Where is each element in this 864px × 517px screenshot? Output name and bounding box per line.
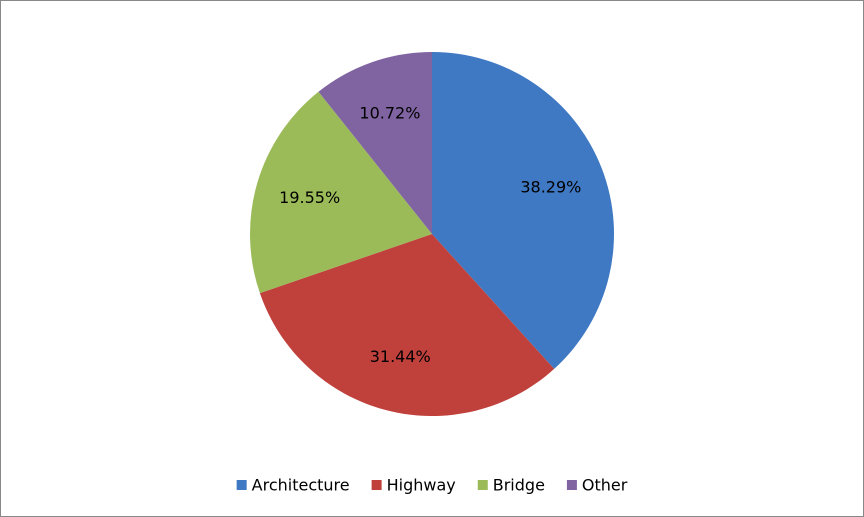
legend-swatch bbox=[477, 480, 488, 490]
legend-swatch bbox=[236, 480, 247, 490]
pie-slice bbox=[318, 52, 432, 234]
legend-swatch bbox=[371, 480, 382, 490]
pie-slice bbox=[432, 52, 614, 369]
legend-label: Other bbox=[582, 476, 628, 495]
data-label: 19.55% bbox=[279, 188, 340, 207]
legend-label: Bridge bbox=[493, 476, 545, 495]
data-label: 10.72% bbox=[359, 103, 420, 122]
data-label: 38.29% bbox=[520, 178, 581, 197]
legend-label: Architecture bbox=[252, 476, 350, 495]
pie-slice bbox=[250, 91, 432, 294]
legend-label: Highway bbox=[387, 476, 456, 495]
pie-slice bbox=[259, 234, 555, 416]
data-label: 31.44% bbox=[370, 347, 431, 366]
legend-swatch bbox=[566, 480, 577, 490]
